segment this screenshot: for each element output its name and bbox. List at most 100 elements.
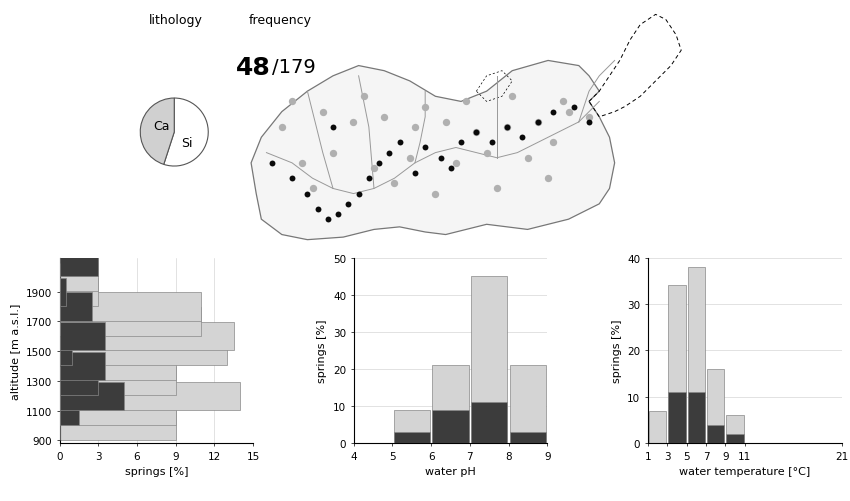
Bar — [60, 367, 99, 395]
Bar — [394, 410, 430, 443]
Bar — [60, 248, 99, 277]
Point — [479, 149, 493, 157]
Point — [306, 185, 320, 193]
Text: Si: Si — [181, 136, 193, 149]
Point — [311, 205, 325, 213]
Bar — [60, 352, 176, 380]
Bar — [60, 337, 227, 366]
Point — [408, 124, 422, 132]
Bar — [707, 425, 724, 443]
Bar — [60, 278, 66, 306]
Point — [459, 98, 473, 106]
Bar — [510, 366, 546, 443]
Y-axis label: springs [%]: springs [%] — [317, 319, 327, 382]
Point — [521, 154, 535, 162]
Text: /179: /179 — [272, 58, 315, 77]
Bar — [60, 397, 79, 425]
X-axis label: water temperature [°C]: water temperature [°C] — [679, 466, 810, 476]
Bar — [688, 392, 705, 443]
Bar — [60, 248, 99, 277]
Point — [506, 93, 519, 101]
Point — [403, 154, 416, 162]
Text: frequency: frequency — [249, 14, 312, 27]
Point — [342, 200, 355, 208]
Point — [264, 159, 278, 167]
Point — [275, 124, 289, 132]
Polygon shape — [251, 61, 615, 240]
Bar — [668, 392, 686, 443]
Bar — [60, 411, 176, 440]
X-axis label: water pH: water pH — [425, 466, 476, 476]
Point — [326, 124, 340, 132]
Bar — [60, 293, 92, 321]
Text: 48: 48 — [235, 56, 270, 80]
Point — [316, 108, 330, 116]
Point — [567, 103, 581, 111]
Point — [321, 216, 335, 224]
Bar — [60, 382, 124, 410]
Point — [418, 103, 432, 111]
Bar — [394, 432, 430, 443]
Point — [362, 175, 376, 183]
Point — [434, 154, 447, 162]
Bar — [471, 277, 507, 443]
Text: Ca: Ca — [153, 120, 170, 132]
Point — [408, 170, 422, 178]
Y-axis label: altitude [m a.s.l.]: altitude [m a.s.l.] — [10, 303, 20, 399]
Point — [382, 149, 396, 157]
Point — [372, 159, 386, 167]
Point — [582, 119, 596, 127]
Bar — [60, 308, 201, 336]
Point — [286, 98, 299, 106]
Bar — [668, 286, 686, 443]
Y-axis label: springs [%]: springs [%] — [612, 319, 621, 382]
Wedge shape — [164, 99, 208, 167]
Text: lithology: lithology — [149, 14, 203, 27]
Bar — [433, 410, 468, 443]
Point — [547, 139, 560, 147]
Point — [449, 159, 462, 167]
Point — [501, 124, 514, 132]
Bar — [60, 382, 241, 410]
Point — [301, 190, 314, 198]
Point — [531, 119, 545, 127]
Point — [367, 165, 381, 173]
Point — [547, 108, 560, 116]
Bar — [60, 293, 201, 321]
Bar — [60, 278, 99, 306]
Bar — [60, 397, 176, 425]
Bar — [60, 323, 234, 351]
Point — [501, 124, 514, 132]
Bar — [471, 403, 507, 443]
Point — [418, 144, 432, 152]
Point — [393, 139, 406, 147]
Point — [469, 129, 483, 137]
Point — [326, 149, 340, 157]
Point — [388, 180, 401, 188]
Bar — [707, 369, 724, 443]
Point — [439, 119, 452, 127]
Point — [490, 185, 504, 193]
Bar — [60, 367, 176, 395]
Bar — [433, 366, 468, 443]
Point — [516, 134, 530, 142]
Point — [296, 159, 309, 167]
Bar — [60, 337, 72, 366]
Point — [485, 139, 499, 147]
Bar — [688, 268, 705, 443]
Point — [352, 190, 366, 198]
Wedge shape — [140, 99, 174, 165]
Point — [469, 129, 483, 137]
Bar — [649, 411, 666, 443]
Point — [347, 119, 360, 127]
Bar — [60, 352, 105, 380]
Bar — [727, 434, 744, 443]
Point — [428, 190, 442, 198]
Point — [454, 139, 468, 147]
Point — [557, 98, 570, 106]
Point — [286, 175, 299, 183]
Point — [562, 108, 575, 116]
Point — [357, 93, 371, 101]
Bar — [60, 263, 99, 292]
Bar — [510, 432, 546, 443]
